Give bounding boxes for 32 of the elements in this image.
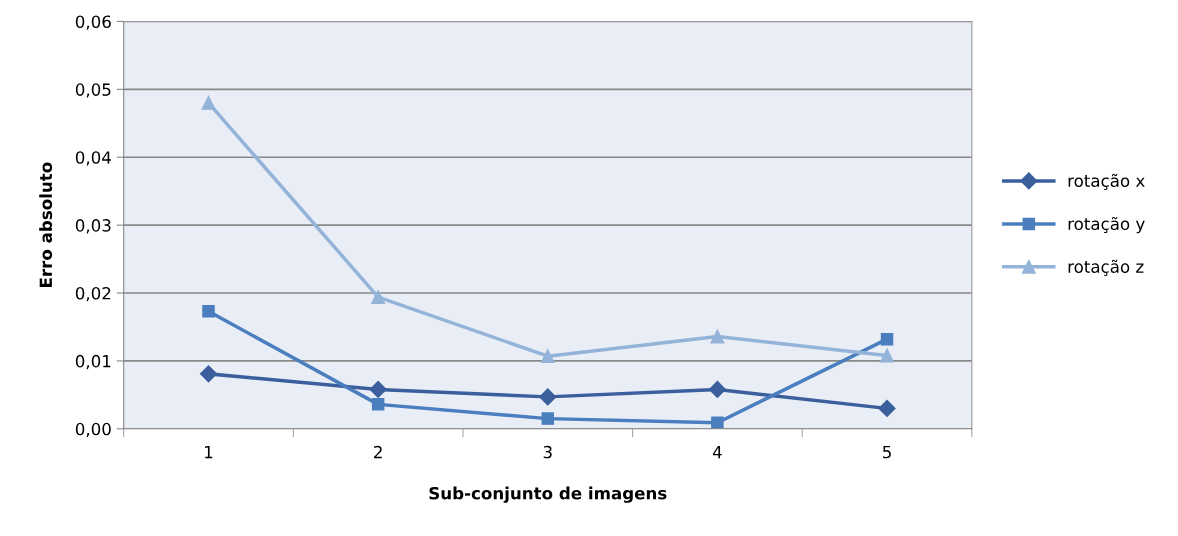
y-tick-label: 0,02 [75,286,111,302]
point [199,365,218,383]
point [371,398,385,411]
point [880,332,894,346]
point [878,399,896,417]
point [369,380,387,398]
x-tick-label: 2 [374,445,382,459]
point [708,380,726,398]
point [711,416,724,429]
point [540,349,555,364]
point [201,95,216,110]
x-tick-label: 4 [712,445,722,459]
y-tick-label: 0,01 [75,354,111,370]
x-tick-label: 1 [205,445,213,459]
y-tick-label: 0,03 [75,219,111,234]
y-tick-label: 0,04 [75,151,111,166]
point [539,388,557,406]
point [710,329,725,344]
point [202,305,215,318]
y-tick-label: 0,00 [75,422,111,438]
legend-label: rotação z [1068,259,1144,276]
legend-label: rotação y [1068,216,1145,234]
point [371,290,386,305]
y-tick-label: 0,05 [75,83,111,98]
point [880,348,894,363]
legend-label: rotação x [1068,173,1145,190]
x-tick-label: 5 [883,445,891,459]
y-tick-label: 0,06 [75,15,111,30]
point [541,412,555,425]
x-axis-title: Sub-conjunto de imagens [429,486,667,503]
y-axis-title: Erro absoluto [39,162,53,287]
x-tick-label: 3 [543,445,552,459]
